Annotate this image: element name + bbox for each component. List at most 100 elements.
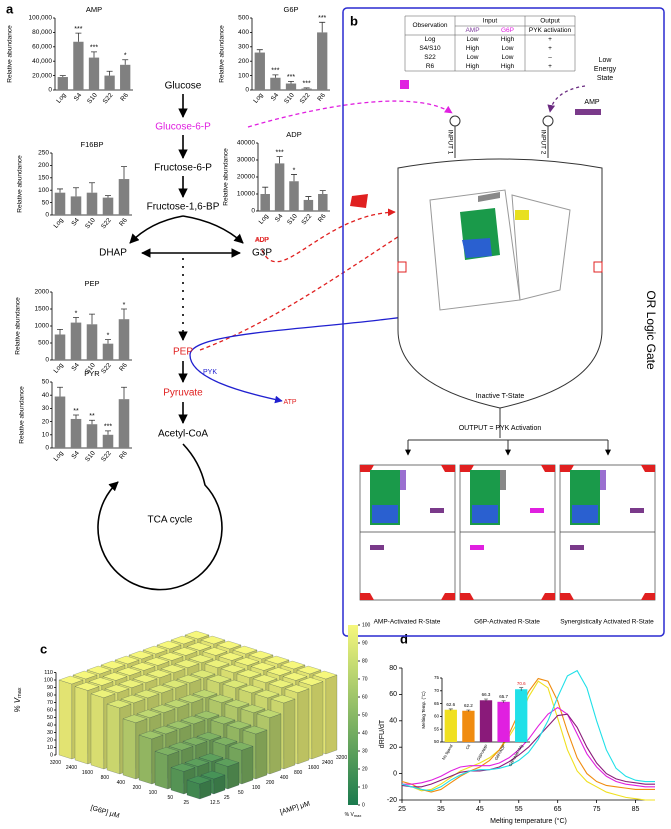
bar-face <box>255 729 268 780</box>
colorbar-tick-label: 80 <box>362 658 368 664</box>
table-cell: Low <box>502 45 514 52</box>
x-tick-label: S4 <box>270 92 281 103</box>
r-states <box>359 464 656 601</box>
metabolite: Fructose-1,6-BP <box>147 202 220 213</box>
error-bar <box>89 313 95 325</box>
inset-x-tick-label: Cit <box>464 743 471 751</box>
bar-face <box>150 704 176 713</box>
bar <box>86 192 98 215</box>
amp-tick-label: 12.5 <box>210 800 220 806</box>
y-tick-label: 50 <box>42 199 50 206</box>
amp-tick-label: 1600 <box>308 765 319 771</box>
metabolite: Glucose <box>165 81 202 92</box>
y-tick-label: 80 <box>389 665 397 672</box>
table-header: Input <box>483 18 498 25</box>
amp-tick-label: 200 <box>266 780 275 786</box>
z-axis-label: % Vmax <box>13 687 23 712</box>
y-tick-label: 100,000 <box>29 15 53 22</box>
bar-face <box>280 660 306 670</box>
z-axis-label-sub: max <box>17 687 23 698</box>
inset-value-label: 66.3 <box>482 692 491 697</box>
bar-face <box>122 714 148 723</box>
bar-face <box>120 694 146 704</box>
arrow <box>199 214 433 351</box>
error-bar <box>319 21 326 33</box>
bar-face <box>174 659 200 668</box>
table-subheader: AMP <box>465 27 479 34</box>
bar-face <box>192 689 218 698</box>
colorbar-tick-label: 10 <box>362 784 368 790</box>
bar <box>285 83 297 90</box>
error-bar <box>276 156 283 164</box>
significance: *** <box>104 424 112 431</box>
bar-face <box>268 679 294 688</box>
x-tick-label: R6 <box>316 92 327 103</box>
significance: *** <box>90 45 98 52</box>
line <box>401 669 655 792</box>
inset-value-label: 70.6 <box>517 681 526 686</box>
g6p-tick-label: 800 <box>101 775 110 781</box>
bar-face <box>242 725 268 735</box>
error-bar <box>73 414 79 419</box>
y-tick-label: 30 <box>42 405 50 412</box>
bar-face <box>200 770 226 780</box>
bar-3d <box>186 775 212 800</box>
g6p-tick-label: 25 <box>183 800 189 806</box>
y-tick-label: 40 <box>42 392 50 399</box>
x-tick-label: S22 <box>100 217 113 231</box>
amp-tick-label: 400 <box>280 775 289 781</box>
y-tick-label: 10000 <box>237 191 255 198</box>
annotation: ADP <box>255 237 270 244</box>
z-tick-label: 10 <box>47 745 53 751</box>
y-tick-label: 60,000 <box>32 44 52 51</box>
effector <box>530 508 544 513</box>
bar-face <box>212 737 238 746</box>
bar <box>88 57 100 90</box>
metabolite: DHAP <box>99 248 127 259</box>
bar <box>260 194 270 211</box>
x-tick-label: S4 <box>70 362 81 373</box>
bar <box>118 399 130 448</box>
y-tick-label: 60 <box>389 691 397 698</box>
x-tick-label: S10 <box>283 92 296 106</box>
error-bar <box>106 70 113 76</box>
x-tick-label: Log <box>55 92 68 105</box>
bar-face <box>154 747 180 756</box>
colorbar-tick-label: 30 <box>362 748 368 754</box>
table-cell: R6 <box>426 63 435 70</box>
significance: ** <box>89 413 95 420</box>
bar-face <box>176 674 202 684</box>
line <box>401 713 655 788</box>
table-cell: + <box>548 45 552 52</box>
bar-face <box>270 694 296 704</box>
error-bar <box>59 75 66 78</box>
bar-face <box>216 640 242 650</box>
gate-label: OR Logic Gate <box>644 290 658 370</box>
bar-face <box>241 746 254 785</box>
output-connectors <box>405 408 611 456</box>
error-bar <box>105 195 111 198</box>
bar-face <box>168 742 194 751</box>
bar-face <box>146 669 172 678</box>
bar-face <box>236 669 262 678</box>
table-cell: – <box>548 54 552 61</box>
chart-title: PEP <box>84 279 99 288</box>
table-cell: Low <box>502 54 514 61</box>
y-tick-label: 250 <box>38 150 49 157</box>
y-tick-label: 20,000 <box>32 72 52 79</box>
bar-face <box>90 693 104 770</box>
table-cell: + <box>548 36 552 43</box>
bar-face <box>200 635 226 645</box>
bar-face <box>264 655 290 665</box>
error-bar <box>262 186 269 194</box>
bar-face <box>180 715 206 725</box>
line <box>401 677 655 793</box>
helix <box>478 192 500 202</box>
adp-icon <box>350 194 368 208</box>
g6p-tick-label: 2400 <box>66 765 77 771</box>
domain <box>515 210 529 220</box>
amp-icon <box>575 109 601 115</box>
red-corner <box>641 593 655 600</box>
bar-face <box>208 694 234 703</box>
error-bar <box>291 174 297 182</box>
